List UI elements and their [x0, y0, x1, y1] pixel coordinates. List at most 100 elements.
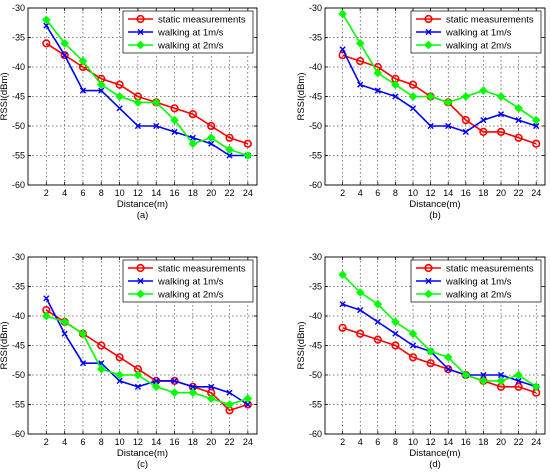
data-point — [480, 371, 487, 379]
x-tick-label: 14 — [443, 437, 453, 447]
x-tick-label: 8 — [99, 188, 104, 198]
data-point — [443, 352, 453, 362]
data-point — [225, 133, 234, 142]
data-point — [392, 330, 399, 337]
data-point — [444, 365, 453, 374]
data-point — [153, 122, 160, 130]
data-point — [373, 299, 383, 309]
y-tick-label: -35 — [309, 282, 322, 292]
x-tick-label: 10 — [408, 188, 418, 198]
data-point — [61, 52, 68, 59]
data-point — [97, 341, 106, 350]
y-tick-label: -50 — [309, 121, 322, 131]
data-point — [243, 151, 253, 160]
series-2 — [43, 295, 251, 408]
x-tick-label: 20 — [496, 188, 506, 198]
data-point — [408, 92, 418, 101]
data-point — [462, 128, 469, 135]
y-tick-label: -50 — [12, 121, 25, 131]
data-point — [115, 370, 124, 380]
data-point — [427, 122, 434, 130]
data-point — [355, 288, 365, 297]
data-point — [515, 377, 522, 384]
x-tick-label: 24 — [531, 188, 541, 198]
data-point — [188, 139, 198, 149]
y-axis-label: RSSI(dBm) — [0, 321, 10, 369]
data-point — [153, 377, 160, 384]
legend-marker — [136, 289, 145, 299]
y-tick-label: -45 — [309, 92, 322, 102]
chart-panel-4: 2 4 6 8 10 12 14 16 18 20 22 24-30-35-40-45-50-55-6… — [296, 252, 546, 470]
data-point — [78, 56, 88, 66]
y-tick-label: -35 — [12, 282, 25, 292]
series-line — [341, 13, 537, 121]
legend-label: walking at 1m/s — [157, 277, 224, 288]
data-point — [42, 311, 51, 321]
data-point — [78, 329, 88, 339]
data-point — [356, 56, 365, 66]
legend-label: walking at 1m/s — [445, 277, 512, 288]
y-axis-label: RSSI(dBm) — [296, 321, 307, 369]
data-point — [357, 81, 364, 88]
data-point — [426, 347, 435, 356]
x-tick-label: 6 — [375, 188, 380, 198]
x-tick-label: 10 — [408, 437, 418, 447]
data-point — [338, 323, 347, 332]
data-point — [225, 400, 234, 409]
chart-panel-2: 2 4 6 8 10 12 14 16 18 20 22 24-30-35-40-45-50-55-6… — [296, 3, 546, 221]
data-point — [497, 371, 505, 379]
series-line — [45, 25, 248, 157]
x-tick-label: 20 — [496, 437, 506, 447]
x-tick-label: 22 — [514, 437, 524, 447]
data-point — [42, 15, 51, 25]
x-tick-label: 22 — [225, 437, 235, 447]
y-tick-label: -55 — [309, 151, 322, 161]
x-tick-label: 2 — [44, 188, 49, 198]
legend-label: walking at 1m/s — [445, 28, 512, 39]
data-point — [496, 127, 506, 136]
data-point — [443, 98, 453, 107]
y-tick-label: -40 — [12, 62, 25, 72]
legend: static measurements walking at 1m/s walkin… — [122, 259, 254, 303]
data-point — [533, 122, 540, 130]
data-point — [116, 105, 123, 112]
data-point — [60, 39, 69, 48]
x-tick-label: 22 — [514, 188, 524, 198]
data-point — [134, 383, 142, 390]
legend-marker — [137, 277, 144, 285]
y-tick-label: -35 — [12, 33, 25, 43]
legend-label: static measurements — [158, 264, 246, 275]
legend-label: walking at 2m/s — [445, 290, 512, 301]
x-tick-label: 14 — [151, 437, 161, 447]
data-point — [479, 127, 488, 136]
x-tick-label: 4 — [358, 437, 363, 447]
data-point — [79, 360, 87, 367]
data-point — [189, 383, 196, 390]
legend-label: walking at 1m/s — [157, 28, 224, 39]
data-point — [60, 317, 69, 327]
data-point — [531, 382, 541, 392]
data-point — [392, 93, 399, 100]
legend-marker — [424, 14, 433, 24]
data-point — [60, 51, 69, 60]
legend-marker — [136, 40, 145, 50]
panel-label: (a) — [137, 210, 149, 221]
data-point — [496, 92, 506, 101]
x-tick-label: 8 — [393, 437, 398, 447]
data-point — [116, 377, 123, 384]
data-point — [226, 389, 233, 396]
data-point — [515, 117, 522, 124]
data-point — [170, 104, 179, 113]
legend-marker — [425, 28, 432, 36]
data-point — [243, 139, 252, 148]
data-point — [133, 370, 143, 380]
data-point — [480, 117, 487, 124]
y-axis-label: RSSI(dBm) — [296, 72, 307, 120]
legend-marker — [424, 263, 433, 273]
x-tick-label: 2 — [340, 188, 345, 198]
x-tick-label: 2 — [44, 437, 49, 447]
data-point — [479, 376, 488, 386]
data-point — [42, 39, 51, 48]
legend-label: static measurements — [158, 15, 246, 26]
